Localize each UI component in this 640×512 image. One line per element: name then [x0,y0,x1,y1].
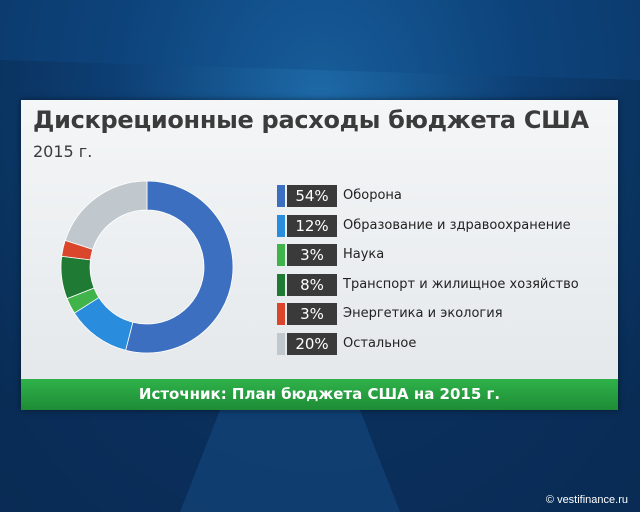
legend-category-label: Остальное [343,335,417,351]
legend-category-label: Транспорт и жилищное хозяйство [343,276,579,292]
legend-swatch [277,332,285,355]
chart-title: Дискреционные расходы бюджета США [33,106,589,134]
legend-category-label: Наука [343,247,385,262]
legend-percent-label: 12% [287,214,337,237]
legend-percent-label: 3% [287,244,337,266]
donut-slice-5 [64,180,148,250]
legend-swatch [277,214,285,237]
chart-subtitle: 2015 г. [33,142,93,161]
legend-item: 8% Транспорт и жилищное хозяйство [277,273,607,296]
legend-item: 3% Наука [277,244,607,266]
legend-swatch [277,273,285,296]
legend-percent-label: 3% [287,303,337,325]
legend-item: 20% Остальное [277,332,607,355]
watermark-credit: © vestifinance.ru [545,494,628,506]
legend-category-label: Энергетика и экология [343,306,503,321]
legend-item: 54% Оборона [277,185,607,207]
chart-panel: Дискреционные расходы бюджета США 2015 г… [21,100,618,410]
legend-item: 12% Образование и здравоохранение [277,214,607,237]
legend-percent-label: 54% [287,185,337,207]
legend-item: 3% Энергетика и экология [277,303,607,325]
donut-slice-0 [125,180,234,354]
legend-category-label: Образование и здравоохранение [343,217,571,233]
legend-swatch [277,185,285,207]
legend-swatch [277,303,285,325]
legend-percent-label: 20% [287,332,337,355]
source-footer: Источник: План бюджета США на 2015 г. [21,379,618,410]
donut-chart [60,180,234,354]
legend-percent-label: 8% [287,273,337,296]
legend-category-label: Оборона [343,188,402,203]
legend-swatch [277,244,285,266]
